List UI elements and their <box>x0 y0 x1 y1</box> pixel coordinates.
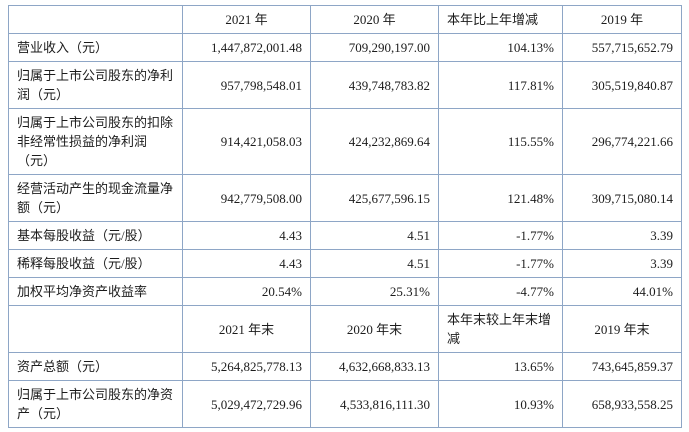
header-year-end-2019: 2019 年末 <box>562 305 682 353</box>
header-year-2020: 2020 年 <box>310 5 439 34</box>
value-2019: 3.39 <box>562 221 682 250</box>
table-header-row-annual: 2021 年 2020 年 本年比上年增减 2019 年 <box>8 5 682 34</box>
value-2021: 5,029,472,729.96 <box>182 380 311 428</box>
header-year-end-2021: 2021 年末 <box>182 305 311 353</box>
metric-label: 归属于上市公司股东的扣除非经常性损益的净利润（元） <box>8 108 183 175</box>
value-2021: 957,798,548.01 <box>182 61 311 109</box>
value-2019: 296,774,221.66 <box>562 108 682 175</box>
value-2021: 5,264,825,778.13 <box>182 352 311 381</box>
value-change: -1.77% <box>438 249 563 278</box>
value-2020: 25.31% <box>310 277 439 306</box>
financial-summary-table: 2021 年 2020 年 本年比上年增减 2019 年 营业收入（元） 1,4… <box>8 5 682 428</box>
table-header-row-period-end: 2021 年末 2020 年末 本年末较上年末增减 2019 年末 <box>8 305 682 353</box>
value-2019: 658,933,558.25 <box>562 380 682 428</box>
metric-label: 归属于上市公司股东的净利润（元） <box>8 61 183 109</box>
table-row-net-assets: 归属于上市公司股东的净资产（元） 5,029,472,729.96 4,533,… <box>8 380 682 428</box>
table-row-weighted-avg-roe: 加权平均净资产收益率 20.54% 25.31% -4.77% 44.01% <box>8 277 682 306</box>
header-year-2019: 2019 年 <box>562 5 682 34</box>
value-2021: 914,421,058.03 <box>182 108 311 175</box>
value-2019: 309,715,080.14 <box>562 174 682 222</box>
table-row-net-profit-excl-nonrecurring: 归属于上市公司股东的扣除非经常性损益的净利润（元） 914,421,058.03… <box>8 108 682 175</box>
value-2019: 557,715,652.79 <box>562 33 682 62</box>
metric-label: 基本每股收益（元/股） <box>8 221 183 250</box>
value-2021: 1,447,872,001.48 <box>182 33 311 62</box>
value-change: -1.77% <box>438 221 563 250</box>
value-2020: 439,748,783.82 <box>310 61 439 109</box>
value-2021: 4.43 <box>182 221 311 250</box>
table-row-revenue: 营业收入（元） 1,447,872,001.48 709,290,197.00 … <box>8 33 682 62</box>
value-2020: 4.51 <box>310 249 439 278</box>
value-2020: 709,290,197.00 <box>310 33 439 62</box>
value-2020: 425,677,596.15 <box>310 174 439 222</box>
value-2019: 305,519,840.87 <box>562 61 682 109</box>
header-blank-cell <box>8 5 183 34</box>
metric-label: 加权平均净资产收益率 <box>8 277 183 306</box>
value-change: -4.77% <box>438 277 563 306</box>
value-2021: 20.54% <box>182 277 311 306</box>
value-2021: 4.43 <box>182 249 311 278</box>
table-row-diluted-eps: 稀释每股收益（元/股） 4.43 4.51 -1.77% 3.39 <box>8 249 682 278</box>
value-2019: 743,645,859.37 <box>562 352 682 381</box>
table-row-total-assets: 资产总额（元） 5,264,825,778.13 4,632,668,833.1… <box>8 352 682 381</box>
value-2020: 4,533,816,111.30 <box>310 380 439 428</box>
value-2020: 4,632,668,833.13 <box>310 352 439 381</box>
value-2020: 4.51 <box>310 221 439 250</box>
table-row-operating-cash-flow: 经营活动产生的现金流量净额（元） 942,779,508.00 425,677,… <box>8 174 682 222</box>
metric-label: 稀释每股收益（元/股） <box>8 249 183 278</box>
value-change: 10.93% <box>438 380 563 428</box>
header-year-end-2020: 2020 年末 <box>310 305 439 353</box>
table-row-net-profit: 归属于上市公司股东的净利润（元） 957,798,548.01 439,748,… <box>8 61 682 109</box>
value-change: 121.48% <box>438 174 563 222</box>
value-2019: 3.39 <box>562 249 682 278</box>
value-change: 115.55% <box>438 108 563 175</box>
metric-label: 经营活动产生的现金流量净额（元） <box>8 174 183 222</box>
header-year-end-change: 本年末较上年末增减 <box>438 305 563 353</box>
metric-label: 资产总额（元） <box>8 352 183 381</box>
metric-label: 归属于上市公司股东的净资产（元） <box>8 380 183 428</box>
value-2019: 44.01% <box>562 277 682 306</box>
header-blank-cell <box>8 305 183 353</box>
metric-label: 营业收入（元） <box>8 33 183 62</box>
header-year-2021: 2021 年 <box>182 5 311 34</box>
value-change: 13.65% <box>438 352 563 381</box>
table-row-basic-eps: 基本每股收益（元/股） 4.43 4.51 -1.77% 3.39 <box>8 221 682 250</box>
header-yoy-change: 本年比上年增减 <box>438 5 563 34</box>
value-2020: 424,232,869.64 <box>310 108 439 175</box>
value-change: 117.81% <box>438 61 563 109</box>
value-change: 104.13% <box>438 33 563 62</box>
value-2021: 942,779,508.00 <box>182 174 311 222</box>
